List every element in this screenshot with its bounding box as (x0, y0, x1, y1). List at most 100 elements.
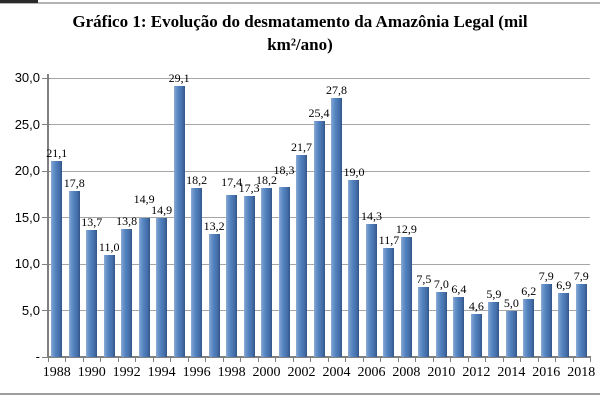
y-axis-tick (42, 124, 50, 125)
x-axis-tick (100, 357, 102, 362)
bar-2012 (470, 314, 482, 357)
bar-2016 (540, 283, 552, 357)
x-axis-tick (152, 357, 154, 362)
bar-value-label-1988: 21,1 (46, 145, 68, 160)
x-axis-tick (520, 357, 522, 362)
bar-2002 (296, 155, 308, 357)
bar-1995 (173, 86, 185, 357)
bar-2017 (558, 292, 570, 357)
x-axis-tick (170, 357, 172, 362)
bar-2011 (453, 297, 465, 357)
bar-value-label-2017: 6,9 (556, 277, 572, 292)
x-axis-tick (187, 357, 189, 362)
bar-value-label-1996: 18,2 (186, 172, 208, 187)
x-tick-label-2014: 2014 (497, 365, 526, 380)
x-tick-label-2016: 2016 (532, 365, 561, 380)
chart-title-line-2: km²/ano) (267, 35, 333, 54)
x-axis-tick (82, 357, 84, 362)
x-tick-label-2010: 2010 (427, 365, 456, 380)
x-axis-tick (345, 357, 347, 362)
x-axis-tick (397, 357, 399, 362)
bar-1990 (86, 229, 98, 357)
y-tick-label-10_0: 10,0 (14, 256, 40, 271)
x-tick-label-2002: 2002 (287, 365, 316, 380)
x-axis-tick (135, 357, 137, 362)
x-axis-tick (485, 357, 487, 362)
bar-value-label-1991: 11,0 (98, 239, 120, 254)
y-axis-tick (42, 170, 50, 172)
x-axis-tick (205, 357, 207, 362)
bar-value-label-2012: 4,6 (468, 299, 484, 314)
bar-value-label-1989: 17,8 (63, 176, 85, 191)
bar-2003 (313, 120, 325, 357)
bar-value-label-2002: 21,7 (291, 140, 313, 155)
chart-title: Gráfico 1: Evolução do desmatamento da A… (0, 10, 600, 56)
x-axis-tick (502, 357, 504, 362)
x-axis-tick (380, 357, 382, 362)
y-tick-label-5_0: 5,0 (21, 302, 40, 318)
bar-1999 (243, 196, 255, 357)
x-axis-tick (117, 357, 119, 362)
bar-2015 (523, 299, 535, 357)
y-axis-tick (42, 310, 50, 311)
y-axis-tick (42, 77, 50, 79)
x-axis-tick (572, 357, 574, 362)
x-tick-label-2012: 2012 (462, 365, 491, 380)
x-axis-tick (467, 357, 469, 362)
bar-1989 (68, 191, 80, 357)
bar-1998 (226, 195, 238, 357)
chart-title-line-1: Gráfico 1: Evolução do desmatamento da A… (72, 12, 528, 31)
x-axis-tick (415, 357, 417, 362)
x-tick-label-2000: 2000 (252, 365, 281, 380)
bar-value-label-2009: 7,5 (416, 272, 432, 287)
gridline (48, 77, 590, 79)
bar-2000 (261, 187, 273, 357)
x-tick-label-2008: 2008 (392, 365, 421, 380)
bar-value-label-2018: 7,9 (573, 268, 589, 283)
x-axis-tick (257, 357, 259, 362)
y-axis-tick (42, 217, 50, 218)
bar-2006 (365, 224, 377, 357)
bar-value-label-2000: 18,2 (256, 172, 278, 187)
x-axis-tick (310, 357, 312, 362)
bar-value-label-2004: 27,8 (325, 83, 347, 98)
x-axis-tick (240, 357, 242, 362)
bar-value-label-1997: 13,2 (203, 219, 225, 234)
bar-value-label-1990: 13,7 (81, 214, 103, 229)
x-axis-tick (590, 357, 591, 362)
figure-top-border (0, 2, 600, 4)
x-axis-tick (537, 357, 539, 362)
y-tick-label-20_0: 20,0 (14, 163, 40, 178)
y-tick-label-30_0: 30,0 (14, 70, 40, 85)
x-axis-tick (48, 357, 49, 362)
y-tick-label--: - (35, 349, 40, 364)
x-axis-tick (450, 357, 452, 362)
x-tick-label-2006: 2006 (357, 365, 386, 380)
x-tick-label-1996: 1996 (182, 365, 211, 380)
y-tick-label-15_0: 15,0 (14, 209, 40, 225)
x-axis-tick (362, 357, 364, 362)
bar-2018 (575, 283, 587, 357)
x-tick-label-1998: 1998 (217, 365, 246, 380)
y-axis-tick (42, 263, 50, 265)
x-tick-label-2018: 2018 (567, 365, 596, 380)
bar-1994 (156, 218, 168, 357)
bar-value-label-2011: 6,4 (451, 282, 467, 297)
x-axis-tick (275, 357, 277, 362)
bar-2007 (383, 248, 395, 357)
bar-2014 (505, 310, 517, 357)
bar-value-label-2016: 7,9 (538, 268, 554, 283)
x-tick-label-1990: 1990 (77, 365, 106, 380)
bar-value-label-1999: 17,3 (238, 181, 260, 196)
y-axis-line (47, 74, 49, 357)
bar-value-label-1994: 14,9 (151, 203, 173, 218)
bar-value-label-1993: 14,9 (133, 192, 155, 207)
bar-value-label-2007: 11,7 (378, 233, 400, 248)
bar-value-label-2006: 14,3 (360, 209, 382, 223)
x-axis-line (47, 356, 591, 358)
x-tick-label-1994: 1994 (147, 365, 176, 380)
bar-2005 (348, 180, 360, 357)
x-axis-tick (555, 357, 557, 362)
bar-1993 (138, 218, 150, 357)
x-tick-label-1992: 1992 (112, 365, 141, 380)
